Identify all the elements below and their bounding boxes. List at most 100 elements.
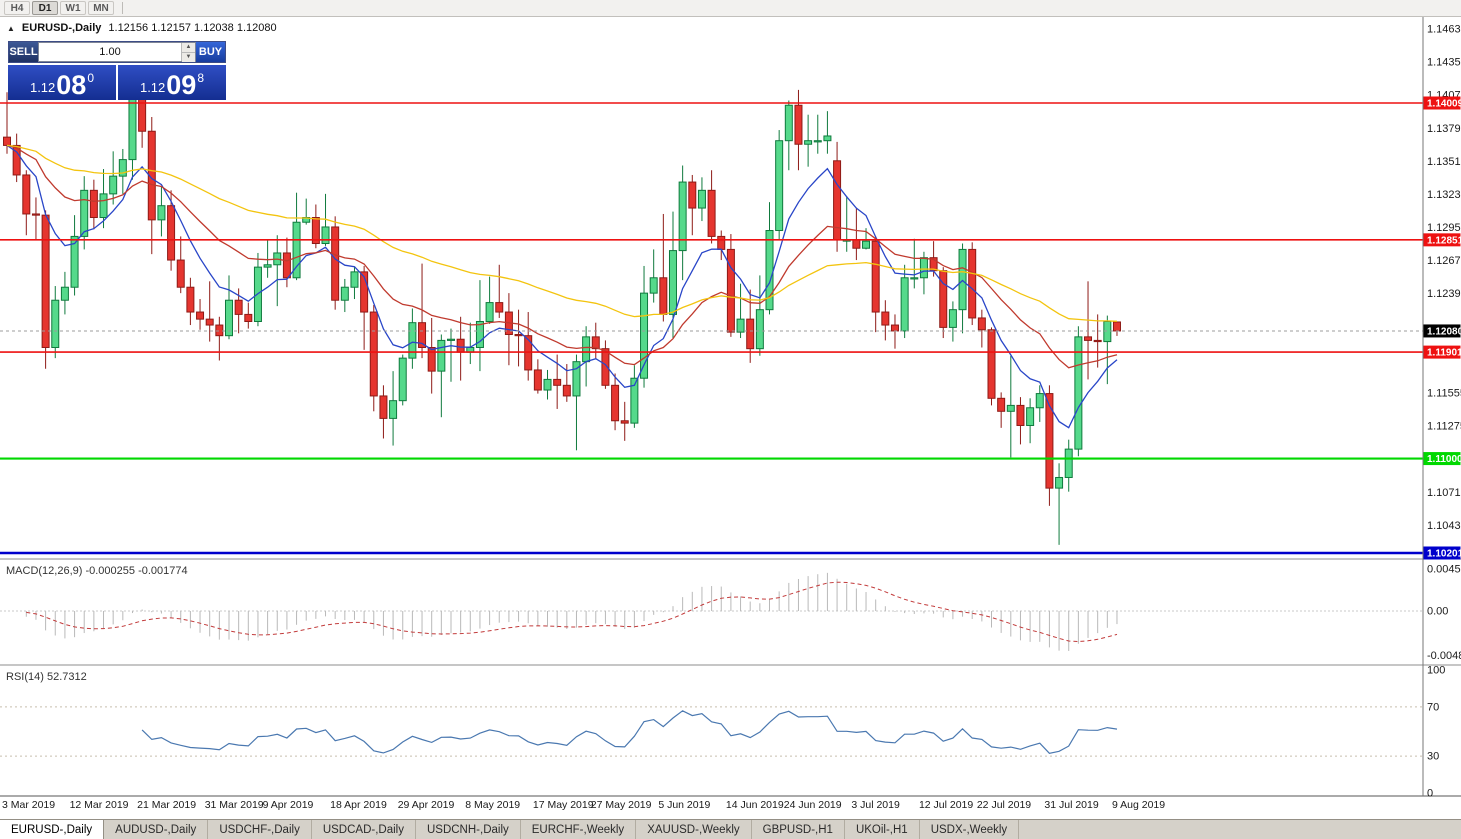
candle — [466, 322, 475, 365]
timeframe-button-h4[interactable]: H4 — [4, 1, 30, 15]
sell-price-button[interactable]: 1.12 08 0 — [8, 65, 116, 100]
candle — [215, 316, 224, 361]
candle — [369, 304, 378, 412]
volume-input[interactable] — [39, 43, 181, 61]
price-level-tag — [1423, 452, 1461, 466]
candle — [302, 198, 311, 225]
price-chart[interactable]: 1.146351.143551.140751.137951.135151.132… — [0, 17, 1461, 819]
candle — [958, 243, 967, 334]
macd-histogram — [25, 572, 1118, 651]
candle — [543, 369, 552, 400]
candle — [485, 276, 494, 324]
price-tick-label: 1.13235 — [1427, 189, 1461, 201]
candle — [12, 133, 21, 183]
candle — [1006, 355, 1015, 458]
candle — [311, 204, 320, 249]
price-level-tag — [1423, 345, 1461, 359]
price-level-tag-label: 1.14009 — [1427, 99, 1461, 110]
candle — [1055, 463, 1064, 545]
timeframe-button-mn[interactable]: MN — [88, 1, 114, 15]
candle — [852, 208, 861, 261]
candle — [1093, 314, 1102, 368]
chart-tab-ukoil-h1[interactable]: UKOil-,H1 — [845, 820, 920, 839]
candle — [196, 299, 205, 330]
candle — [678, 165, 687, 281]
candle — [968, 242, 977, 326]
one-click-trading-panel: SELL ▲ ▼ BUY 1.12 08 0 1.12 — [8, 41, 226, 100]
ma-line-8 — [6, 144, 1118, 429]
rsi-axis-label: 100 — [1427, 665, 1445, 677]
chart-tab-usdchf-daily[interactable]: USDCHF-,Daily — [208, 820, 312, 839]
sell-price-big-digits: 08 — [56, 70, 87, 101]
volume-spin-down-button[interactable]: ▼ — [182, 53, 195, 62]
candle — [775, 130, 784, 240]
candle — [1045, 385, 1054, 506]
candle — [1084, 281, 1093, 380]
volume-spin-up-button[interactable]: ▲ — [182, 43, 195, 53]
price-tick-label: 1.12675 — [1427, 255, 1461, 267]
buy-price-button[interactable]: 1.12 09 8 — [118, 65, 226, 100]
candle — [186, 277, 195, 326]
candle — [331, 216, 340, 310]
candle — [22, 170, 31, 236]
candle — [726, 234, 735, 337]
date-axis-label: 3 Jul 2019 — [851, 799, 900, 811]
collapse-panel-icon[interactable]: ▲ — [7, 23, 15, 33]
candle — [659, 213, 668, 322]
chart-tab-gbpusd-h1[interactable]: GBPUSD-,H1 — [752, 820, 845, 839]
macd-axis-label: -0.004806 — [1427, 650, 1461, 662]
candle — [60, 271, 69, 315]
chart-tab-usdcnh-daily[interactable]: USDCNH-,Daily — [416, 820, 521, 839]
price-level-tag — [1423, 233, 1461, 247]
buy-button[interactable]: BUY — [196, 42, 225, 62]
candle — [688, 174, 697, 236]
candle — [118, 148, 127, 194]
price-tick-label: 1.10715 — [1427, 487, 1461, 499]
price-tick-label: 1.11555 — [1427, 387, 1461, 399]
candle — [128, 92, 137, 180]
candle — [263, 239, 272, 278]
date-axis-label: 9 Aug 2019 — [1112, 799, 1165, 811]
candle — [697, 177, 706, 222]
rsi-indicator-label: RSI(14) 52.7312 — [6, 671, 87, 683]
candle — [524, 312, 533, 381]
rsi-axis-label: 30 — [1427, 751, 1439, 763]
timeframe-button-d1[interactable]: D1 — [32, 1, 58, 15]
date-axis-label: 5 Jun 2019 — [658, 799, 710, 811]
chart-tab-audusd-daily[interactable]: AUDUSD-,Daily — [104, 820, 209, 839]
candle — [1112, 321, 1121, 336]
date-axis-label: 18 Apr 2019 — [330, 799, 387, 811]
candle — [389, 371, 398, 446]
candle — [823, 111, 832, 154]
sell-button[interactable]: SELL — [9, 42, 38, 62]
candle — [167, 190, 176, 271]
price-tick-label: 1.14635 — [1427, 24, 1461, 36]
candle — [1103, 315, 1112, 385]
one-click-price-row: 1.12 08 0 1.12 09 8 — [8, 65, 226, 100]
candle — [41, 210, 50, 369]
price-tick-label: 1.10435 — [1427, 520, 1461, 532]
chart-tab-eurchf-weekly[interactable]: EURCHF-,Weekly — [521, 820, 637, 839]
sell-price-pipette: 0 — [87, 71, 95, 85]
price-level-tag-label: 1.11000 — [1427, 454, 1461, 465]
chart-tab-bar: EURUSD-,Daily AUDUSD-,Daily USDCHF-,Daily U… — [0, 819, 1461, 839]
candle — [3, 92, 11, 154]
chart-tab-usdcad-daily[interactable]: USDCAD-,Daily — [312, 820, 416, 839]
candle — [446, 328, 455, 382]
date-axis-label: 22 Jul 2019 — [977, 799, 1031, 811]
timeframe-button-w1[interactable]: W1 — [60, 1, 86, 15]
date-axis-label: 12 Jul 2019 — [919, 799, 973, 811]
candle — [833, 141, 842, 252]
rsi-line — [141, 710, 1118, 754]
chart-tab-usdx-weekly[interactable]: USDX-,Weekly — [920, 820, 1020, 839]
candle — [1026, 398, 1035, 444]
candle — [649, 249, 658, 303]
date-axis-label: 17 May 2019 — [533, 799, 594, 811]
chart-tab-eurusd-daily[interactable]: EURUSD-,Daily — [0, 820, 105, 839]
date-axis-label: 27 May 2019 — [591, 799, 652, 811]
chart-tab-xauusd-weekly[interactable]: XAUUSD-,Weekly — [636, 820, 752, 839]
candle — [746, 289, 755, 363]
candles-layer — [3, 89, 1121, 545]
macd-signal-line — [26, 581, 1118, 643]
candle — [871, 236, 880, 333]
